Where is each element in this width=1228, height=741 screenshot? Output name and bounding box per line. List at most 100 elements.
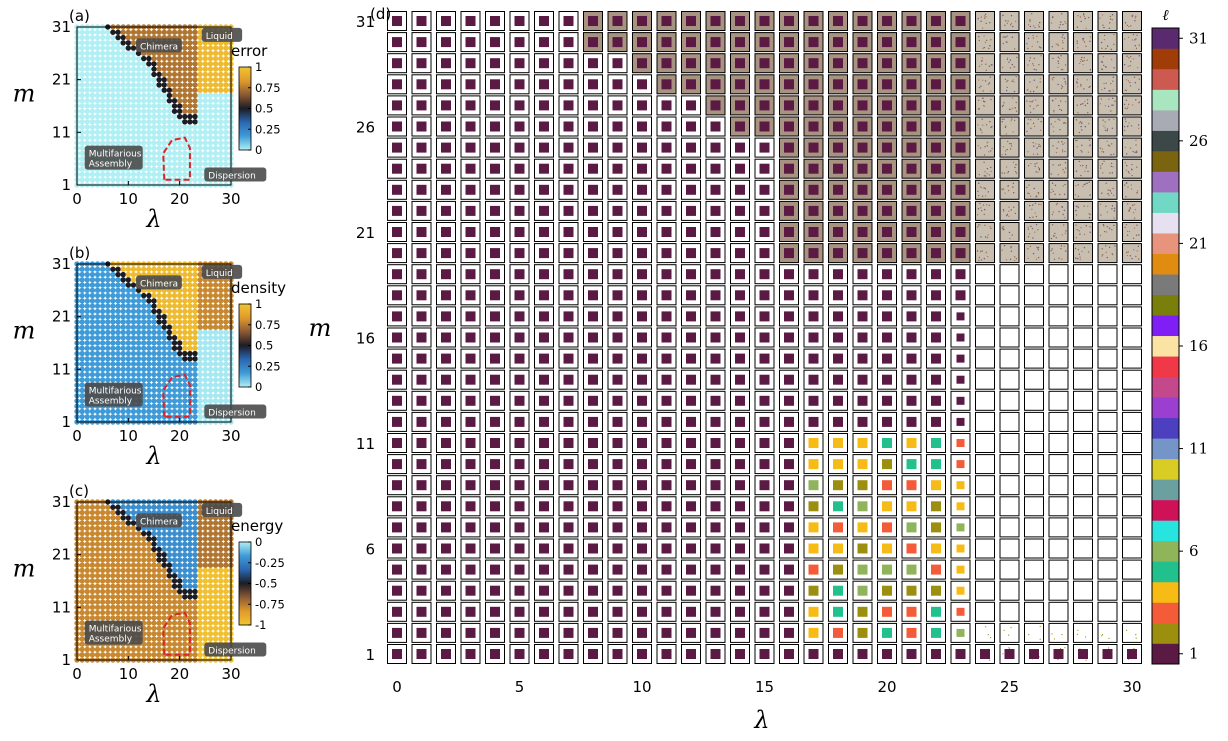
region-label-box <box>201 502 243 517</box>
heatmap-dot <box>171 71 178 78</box>
heatmap-dot <box>156 573 162 579</box>
heatmap-dot <box>223 387 229 394</box>
heatmap-dot <box>187 509 193 516</box>
snapshot-cell <box>828 454 848 475</box>
snapshot-cell <box>779 116 799 137</box>
heatmap-dot <box>156 55 162 62</box>
snapshot-cell <box>436 222 456 242</box>
assembled-structure <box>735 543 745 554</box>
heatmap-dot <box>182 403 188 409</box>
heatmap-dot <box>166 546 173 553</box>
x-tick-label: 0 <box>72 190 82 208</box>
heatmap-dot <box>89 124 96 130</box>
snapshot-cell <box>460 158 481 179</box>
snapshot-cell <box>632 348 652 369</box>
heatmap-dot <box>212 377 219 383</box>
snapshot-cell <box>411 116 432 137</box>
assembled-structure <box>735 374 745 385</box>
heatmap-dot <box>94 308 101 315</box>
heatmap-dot <box>110 92 116 99</box>
heatmap-dot <box>151 145 157 151</box>
heatmap-dot <box>192 350 198 357</box>
snapshot-cell <box>509 200 530 221</box>
heatmap-dot <box>105 377 111 383</box>
heatmap-dot <box>135 129 142 136</box>
snapshot-cell <box>705 580 726 601</box>
heatmap-dot <box>120 119 126 125</box>
heatmap-dot <box>110 583 116 589</box>
snapshot-cell <box>534 53 554 74</box>
snapshot-cell <box>411 601 432 622</box>
heatmap-dot <box>156 324 162 330</box>
heatmap-dot <box>187 562 193 568</box>
snapshot-cell <box>681 53 701 74</box>
heatmap-dot <box>105 87 111 93</box>
heatmap-dot <box>125 536 132 542</box>
heatmap-dot <box>192 319 198 325</box>
heatmap-dot <box>125 525 132 532</box>
snapshot-cell <box>583 95 603 116</box>
heatmap-dot <box>166 562 173 568</box>
assembled-structure <box>465 459 476 470</box>
heatmap-dot <box>151 329 157 336</box>
heatmap-dot <box>197 329 203 336</box>
heatmap-dot <box>94 541 101 547</box>
heatmap-dot <box>151 61 157 67</box>
heatmap-dot <box>89 82 96 88</box>
heatmap-dot <box>207 588 214 595</box>
snapshot-cell <box>632 496 652 517</box>
heatmap-dot <box>176 504 183 510</box>
heatmap-dot <box>79 350 85 357</box>
heatmap-dot <box>197 515 203 521</box>
snapshot-cell <box>779 390 799 411</box>
snapshot-cell <box>387 179 407 200</box>
snapshot-cell <box>730 74 750 95</box>
heatmap-dot <box>130 414 137 420</box>
heatmap-dot <box>197 377 203 383</box>
snapshot-cell <box>730 348 750 369</box>
region-label-box <box>84 620 143 645</box>
snapshot-cell <box>411 538 432 559</box>
heatmap-dot <box>146 166 152 172</box>
assembled-structure <box>490 58 500 69</box>
assembled-structure <box>392 649 402 659</box>
heatmap-dot <box>161 140 167 146</box>
snapshot-cell <box>558 137 579 158</box>
heatmap-dot <box>84 408 90 415</box>
snapshot-cell <box>607 137 628 158</box>
assembled-structure <box>661 332 672 343</box>
snapshot-cell <box>485 95 505 116</box>
assembled-structure <box>833 100 843 111</box>
snapshot-cell <box>583 264 603 285</box>
heatmap-dot <box>125 408 132 415</box>
heatmap-dot <box>166 98 173 104</box>
heatmap-dot <box>207 119 214 125</box>
heatmap-dot <box>207 98 214 104</box>
heatmap-dot <box>207 124 214 130</box>
assembled-structure <box>441 163 451 174</box>
heatmap-dot <box>223 609 229 616</box>
heatmap-dot <box>84 371 90 378</box>
heatmap-dot <box>212 150 219 157</box>
heatmap-dot <box>197 567 203 574</box>
assembled-structure <box>686 353 696 364</box>
heatmap-dot <box>166 646 173 653</box>
heatmap-dot <box>130 50 137 57</box>
heatmap-dot <box>192 599 198 605</box>
assembled-structure <box>612 121 623 132</box>
heatmap-dot <box>207 530 214 537</box>
heatmap-dot <box>120 134 126 141</box>
assembled-structure <box>710 353 721 364</box>
heatmap-dot <box>176 124 183 130</box>
assembled-structure <box>465 269 476 280</box>
heatmap-dot <box>161 298 167 304</box>
heatmap-dot <box>176 308 183 315</box>
heatmap-dot <box>223 350 229 357</box>
heatmap-dot <box>218 377 224 383</box>
snapshot-cell <box>509 116 530 137</box>
heatmap-dot <box>146 171 152 178</box>
region-label-box <box>136 38 182 53</box>
snapshot-cell <box>779 285 799 306</box>
snapshot-cell <box>779 517 799 538</box>
assembled-structure <box>563 290 574 301</box>
